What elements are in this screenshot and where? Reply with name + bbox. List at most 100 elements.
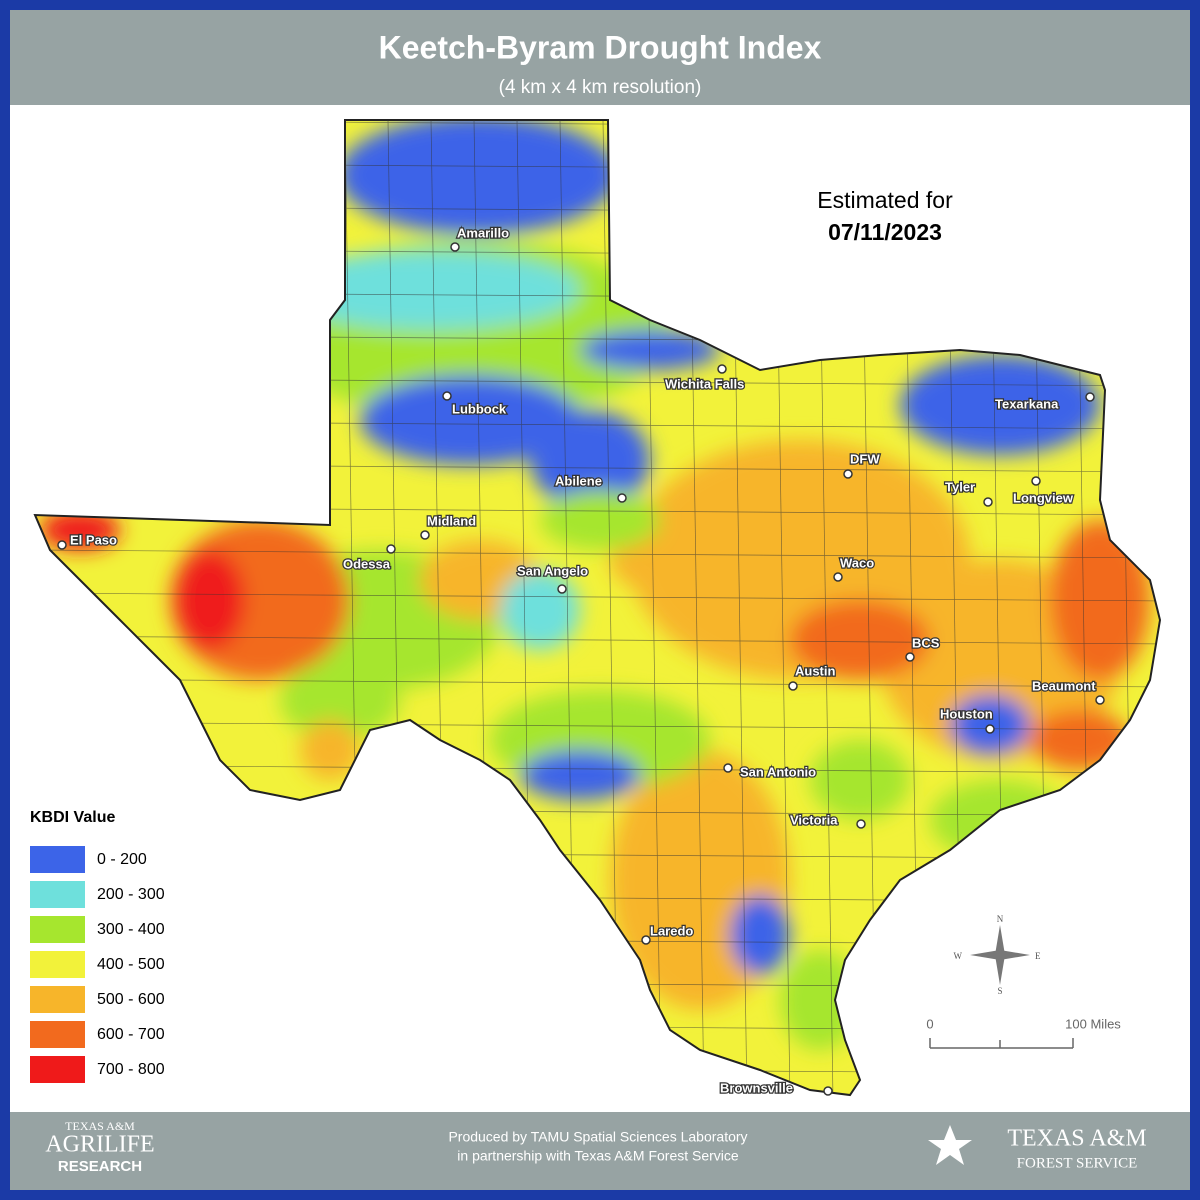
blob — [520, 750, 640, 800]
city-dot — [557, 584, 567, 594]
legend-swatch — [30, 881, 85, 908]
county-line — [35, 635, 1160, 645]
cities: Amarillo Lubbock Wichita Falls Texarkana Abi… — [57, 224, 1105, 1097]
city-label: Odessa — [343, 556, 391, 571]
agrilife-2: AGRILIFE — [45, 1132, 154, 1158]
legend-label: 500 - 600 — [97, 991, 165, 1008]
county-line — [35, 721, 1160, 731]
city-dot — [833, 572, 843, 582]
blob — [730, 895, 790, 975]
estimate-label: Estimated for — [817, 187, 953, 213]
city-dot — [420, 530, 430, 540]
city-label: San Antonio — [740, 764, 816, 779]
city-dot — [442, 391, 452, 401]
city-dot — [617, 493, 627, 503]
legend-swatch — [30, 1021, 85, 1048]
legend: 0 - 200 200 - 300 300 - 400 400 - 500 500 - … — [30, 846, 165, 1083]
agrilife-1: TEXAS A&M — [65, 1119, 135, 1133]
city-dot — [788, 681, 798, 691]
footer-bar — [10, 1112, 1190, 1190]
city-dot — [717, 364, 727, 374]
city-dot — [1031, 476, 1041, 486]
compass: N E S W — [954, 914, 1042, 996]
city-dot — [823, 1086, 833, 1096]
city-label: Midland — [427, 513, 476, 528]
compass-e: E — [1035, 951, 1041, 961]
blob — [175, 550, 245, 650]
forest-2: FOREST SERVICE — [1017, 1155, 1138, 1171]
city-label: Waco — [840, 555, 874, 570]
city-dot — [1095, 695, 1105, 705]
subtitle: (4 km x 4 km resolution) — [499, 77, 702, 98]
legend-title: KBDI Value — [30, 809, 115, 826]
agrilife-3: RESEARCH — [58, 1158, 142, 1175]
legend-swatch — [30, 1056, 85, 1083]
legend-swatch — [30, 986, 85, 1013]
city-dot — [843, 469, 853, 479]
city-label: BCS — [912, 635, 940, 650]
city-label: Tyler — [945, 479, 975, 494]
city-dot — [856, 819, 866, 829]
blob — [280, 250, 580, 330]
header-bar — [10, 10, 1190, 105]
legend-label: 300 - 400 — [97, 921, 165, 938]
legend-label: 600 - 700 — [97, 1026, 165, 1043]
blob — [338, 120, 618, 235]
city-dot — [1085, 392, 1095, 402]
star-logo — [928, 1125, 972, 1165]
blob — [580, 330, 720, 370]
scale-start: 0 — [926, 1016, 933, 1031]
blob — [40, 510, 120, 550]
city-label: Wichita Falls — [665, 376, 744, 391]
blob — [360, 375, 580, 465]
blob — [300, 720, 360, 780]
forest-1: TEXAS A&M — [1007, 1126, 1146, 1152]
city-dot — [57, 540, 67, 550]
blob — [280, 660, 400, 740]
legend-label: 700 - 800 — [97, 1061, 165, 1078]
city-label: Amarillo — [457, 225, 509, 240]
legend-label: 400 - 500 — [97, 956, 165, 973]
blob — [810, 740, 910, 820]
city-dot — [723, 763, 733, 773]
legend-swatch — [30, 846, 85, 873]
blob — [540, 490, 660, 550]
scale-bar — [929, 1038, 1074, 1049]
blob — [780, 950, 860, 1050]
city-label: Lubbock — [452, 401, 507, 416]
compass-s: S — [997, 986, 1002, 996]
legend-swatch — [30, 951, 85, 978]
city-dot — [641, 935, 651, 945]
city-label: Houston — [940, 706, 993, 721]
credit-1: Produced by TAMU Spatial Sciences Labora… — [448, 1129, 747, 1145]
city-dot — [386, 544, 396, 554]
credit-2: in partnership with Texas A&M Forest Ser… — [457, 1148, 739, 1164]
blob — [900, 355, 1100, 455]
city-label: Beaumont — [1032, 678, 1096, 693]
city-label: Texarkana — [995, 396, 1059, 411]
legend-label: 0 - 200 — [97, 851, 147, 868]
blob — [530, 410, 650, 510]
city-label: Brownsville — [720, 1080, 793, 1095]
title: Keetch-Byram Drought Index — [379, 29, 822, 65]
city-dot — [905, 652, 915, 662]
city-dot — [450, 242, 460, 252]
blob — [1050, 520, 1150, 680]
city-label: San Angelo — [517, 563, 588, 578]
scale-end: 100 Miles — [1065, 1016, 1121, 1031]
city-label: DFW — [850, 451, 880, 466]
blob — [790, 600, 930, 680]
estimate-date: 07/11/2023 — [828, 219, 942, 245]
compass-n: N — [997, 914, 1004, 924]
county-line — [35, 678, 1160, 688]
city-label: Longview — [1013, 490, 1074, 505]
city-label: El Paso — [70, 532, 117, 547]
legend-swatch — [30, 916, 85, 943]
city-dot — [985, 724, 995, 734]
county-line — [35, 549, 1160, 559]
city-label: Laredo — [650, 923, 693, 938]
city-label: Austin — [795, 663, 836, 678]
city-dot — [983, 497, 993, 507]
county-line — [35, 592, 1160, 602]
